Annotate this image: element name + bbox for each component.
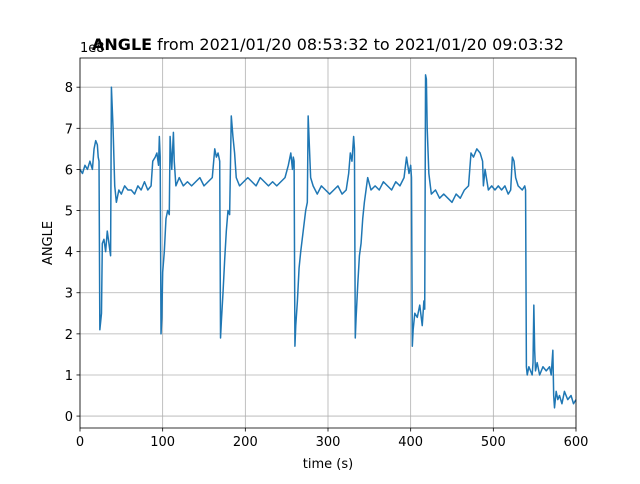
y-tick-label: 0: [65, 410, 73, 425]
y-tick-label: 1: [65, 369, 73, 384]
y-offset-label: 1e8: [80, 41, 105, 56]
y-tick-label: 7: [65, 122, 73, 137]
ticks: 0 100 200 300 400 500 600 0 1 2 3 4 5 6 7 8: [65, 81, 589, 450]
y-tick-label: 3: [65, 287, 73, 302]
chart-title: ANGLE from 2021/01/20 08:53:32 to 2021/01…: [92, 35, 564, 54]
y-tick-label: 8: [65, 81, 73, 96]
x-tick-label: 0: [76, 435, 84, 450]
y-tick-label: 5: [65, 205, 73, 220]
x-axis-label: time (s): [303, 457, 353, 472]
x-tick-label: 200: [233, 435, 258, 450]
x-tick-label: 500: [481, 435, 506, 450]
x-tick-label: 400: [398, 435, 423, 450]
y-tick-label: 2: [65, 328, 73, 343]
y-tick-label: 6: [65, 163, 73, 178]
x-tick-label: 600: [564, 435, 589, 450]
y-axis-label: ANGLE: [41, 221, 56, 265]
title-rest: from 2021/01/20 08:53:32 to 2021/01/20 0…: [157, 35, 564, 54]
x-tick-label: 100: [150, 435, 175, 450]
data-line: [79, 74, 577, 409]
x-tick-label: 300: [316, 435, 341, 450]
plot-area: [79, 74, 577, 409]
title-bold: ANGLE: [92, 35, 152, 54]
y-tick-label: 4: [65, 246, 73, 261]
